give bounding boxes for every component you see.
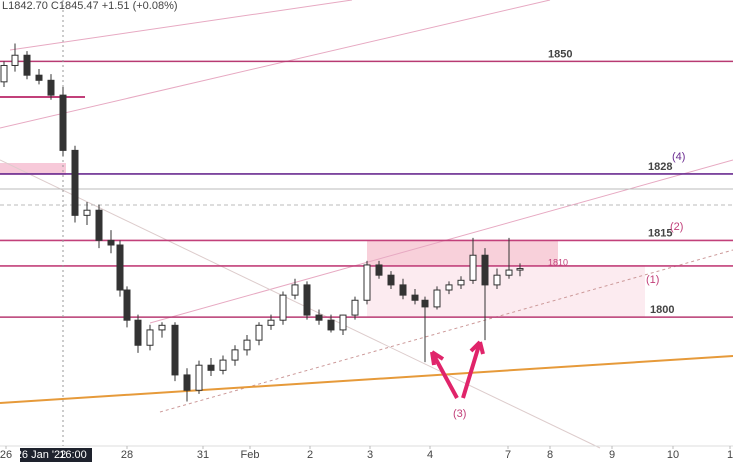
candle-body xyxy=(35,74,43,81)
arrow xyxy=(430,350,459,399)
level-label: 1810 xyxy=(548,257,568,267)
arrow xyxy=(461,340,485,399)
candle-body xyxy=(387,274,395,286)
candle-body xyxy=(303,284,311,316)
candle-body xyxy=(123,289,131,321)
x-tick-label: 10 xyxy=(667,449,679,461)
crosshair-box xyxy=(20,448,92,462)
candle-body xyxy=(255,324,263,341)
level-label: 1800 xyxy=(650,304,674,316)
candle-body xyxy=(315,314,323,321)
candle-body xyxy=(47,79,55,96)
trendline xyxy=(9,0,353,51)
x-tick-label: 3 xyxy=(367,449,373,461)
candle-body xyxy=(516,268,524,271)
candle-body xyxy=(469,254,477,281)
candle-body xyxy=(267,319,275,326)
trendline xyxy=(0,0,551,129)
candle-body xyxy=(158,324,166,331)
crosshair-date: 26 Jan '22 xyxy=(16,449,66,461)
candle-body xyxy=(421,299,429,308)
candle-body xyxy=(279,294,287,321)
x-tick-label: 7 xyxy=(505,449,511,461)
candle-body xyxy=(505,269,513,276)
candle-body xyxy=(207,364,215,371)
x-tick-label: 2 xyxy=(307,449,313,461)
annotation: (1) xyxy=(646,274,659,286)
x-tick-label: 26 xyxy=(0,449,12,461)
candle-body xyxy=(493,274,501,286)
candle-body xyxy=(219,359,227,371)
candle-body xyxy=(116,244,124,291)
candle-body xyxy=(183,374,191,391)
crosshair-time: 16:00 xyxy=(59,449,87,461)
candle-body xyxy=(0,64,8,83)
annotation: (3) xyxy=(453,408,466,420)
candle-body xyxy=(339,314,347,331)
candle-body xyxy=(107,239,115,246)
annotation: (4) xyxy=(672,151,685,163)
level-label: 1828 xyxy=(648,161,672,173)
level-label: 1850 xyxy=(548,48,572,60)
level-label: 1815 xyxy=(648,227,672,239)
candle-body xyxy=(171,324,179,376)
candle-body xyxy=(363,264,371,301)
candle-body xyxy=(134,319,142,346)
candle-body xyxy=(411,294,419,301)
candle-body xyxy=(481,254,489,286)
candle-body xyxy=(375,264,383,276)
x-tick-label: 31 xyxy=(197,449,209,461)
candle-body xyxy=(399,284,407,296)
x-tick-label: 28 xyxy=(121,449,133,461)
candle-body xyxy=(83,209,91,216)
annotations: (1) (2) (3) (4) xyxy=(430,151,685,420)
candle-body xyxy=(59,94,67,151)
candle-body xyxy=(11,54,19,66)
x-tick-label: 9 xyxy=(609,449,615,461)
legend-text: L1842.70 C1845.47 +1.51 (+0.08%) xyxy=(2,0,178,12)
annotation: (2) xyxy=(670,221,683,233)
x-tick-label: 8 xyxy=(547,449,553,461)
candle-body xyxy=(445,284,453,291)
trendline xyxy=(0,159,601,449)
trendline xyxy=(0,355,733,404)
x-tick-label: 4 xyxy=(427,449,433,461)
x-tick-label: 1 xyxy=(727,449,733,461)
candle-body xyxy=(327,319,335,331)
candle-body xyxy=(243,339,251,351)
candle-body xyxy=(23,54,31,76)
candle-body xyxy=(291,284,299,296)
candle-body xyxy=(95,209,103,241)
candle-body xyxy=(71,149,79,216)
trendline xyxy=(149,159,733,324)
candle-body xyxy=(231,349,239,361)
candle-body xyxy=(457,279,465,286)
zone xyxy=(0,163,66,175)
candle-body xyxy=(195,364,203,391)
candle-body xyxy=(351,299,359,316)
candle-body xyxy=(146,329,154,346)
zone xyxy=(367,240,558,265)
candle-body xyxy=(433,289,441,308)
x-tick-label: Feb xyxy=(241,449,260,461)
